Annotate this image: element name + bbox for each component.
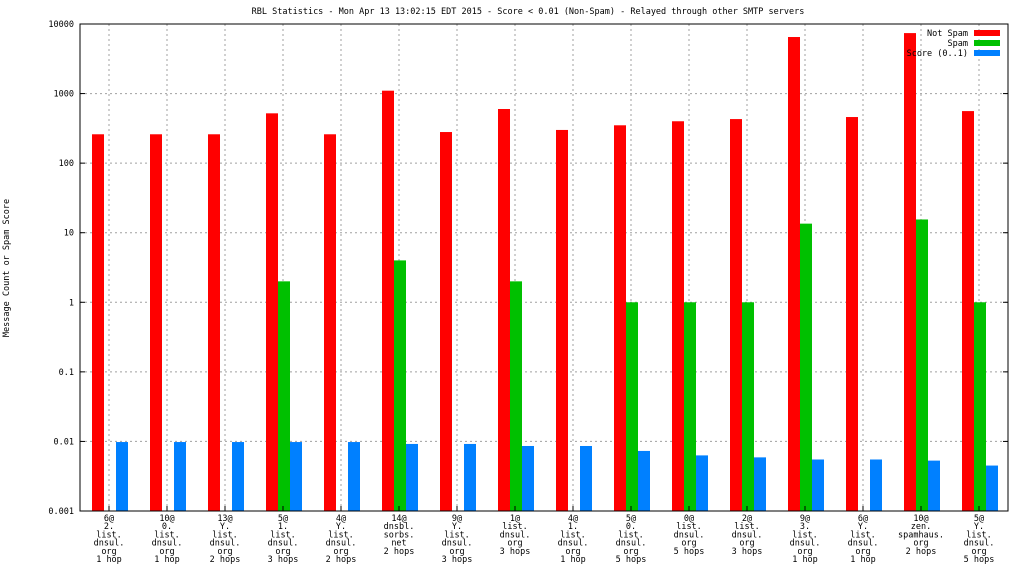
bar-score-0-1 — [580, 445, 592, 511]
bar-score-0-1 — [928, 460, 940, 511]
bars — [92, 33, 998, 512]
y-axis-ticks: 0.001 0.01 0.1 1 10 100 1000 10000 — [48, 20, 1008, 517]
x-tick-label: 9@ 3. list. dnsul. org 1 hop — [790, 514, 821, 565]
bar-not-spam — [730, 119, 742, 512]
bar-score-0-1 — [348, 442, 360, 511]
bar-not-spam — [382, 90, 394, 511]
bar-score-0-1 — [522, 445, 534, 511]
chart-title: RBL Statistics - Mon Apr 13 13:02:15 EDT… — [252, 7, 805, 17]
bar-spam — [684, 302, 696, 511]
x-tick-label: 10@ zen. spamhaus. org 2 hops — [898, 514, 944, 557]
bar-not-spam — [788, 37, 800, 512]
bar-score-0-1 — [754, 457, 766, 511]
legend-label: Score (0..1) — [907, 49, 968, 59]
bar-score-0-1 — [290, 442, 302, 511]
legend-swatch — [974, 30, 1000, 36]
x-tick-label: 5@ Y. list. dnsul. org 5 hops — [964, 514, 995, 565]
bar-score-0-1 — [870, 459, 882, 511]
bar-not-spam — [150, 134, 162, 511]
bar-score-0-1 — [406, 443, 418, 511]
bar-score-0-1 — [116, 442, 128, 511]
bar-spam — [278, 281, 290, 511]
bar-score-0-1 — [464, 443, 476, 511]
y-tick-label: 0.001 — [48, 507, 74, 517]
bar-not-spam — [904, 33, 916, 511]
bar-not-spam — [324, 134, 336, 511]
y-tick-label: 0.01 — [54, 437, 74, 447]
bar-score-0-1 — [174, 442, 186, 511]
bar-not-spam — [92, 134, 104, 511]
x-tick-label: 9@ Y. list. dnsul. org 3 hops — [442, 514, 473, 565]
bar-score-0-1 — [638, 450, 650, 511]
x-tick-label: 6@ 2. list. dnsul. org 1 hop — [94, 514, 125, 565]
bar-not-spam — [962, 111, 974, 512]
x-tick-label: 1@ list. dnsul. org 3 hops — [500, 514, 531, 557]
x-tick-label: 4@ Y. list. dnsul. org 2 hops — [326, 514, 357, 565]
x-tick-label: 4@ 1. list. dnsul. org 1 hop — [558, 514, 589, 565]
legend-label: Spam — [948, 39, 968, 49]
y-tick-label: 10 — [64, 229, 74, 239]
bar-score-0-1 — [986, 465, 998, 511]
bar-not-spam — [614, 125, 626, 512]
bar-not-spam — [208, 134, 220, 511]
y-tick-label: 100 — [59, 159, 74, 169]
bar-spam — [626, 302, 638, 511]
bar-score-0-1 — [812, 459, 824, 511]
bar-spam — [742, 302, 754, 511]
bar-not-spam — [498, 109, 510, 511]
y-tick-label: 10000 — [48, 20, 74, 30]
bar-not-spam — [556, 129, 568, 511]
bar-not-spam — [266, 113, 278, 512]
x-tick-label: 6@ Y. list. dnsul. org 1 hop — [848, 514, 879, 565]
y-axis-label: Message Count or Spam Score — [2, 199, 12, 337]
y-tick-label: 0.1 — [59, 368, 74, 378]
bar-not-spam — [846, 117, 858, 512]
bar-score-0-1 — [232, 442, 244, 511]
bar-spam — [916, 219, 928, 511]
bar-spam — [974, 302, 986, 511]
plot-border — [79, 23, 1009, 512]
x-tick-label: 14@ dnsbl. sorbs. net 2 hops — [384, 514, 415, 557]
x-tick-label: 5@ 1. list. dnsul. org 3 hops — [268, 514, 299, 565]
bar-spam — [800, 223, 812, 511]
legend-swatch — [974, 40, 1000, 46]
x-axis-labels: 6@ 2. list. dnsul. org 1 hop 10@ 0. list. dnsul. o… — [94, 506, 995, 565]
legend-label: Not Spam — [927, 29, 968, 39]
x-tick-label: 13@ Y. list. dnsul. org 2 hops — [210, 514, 241, 565]
bar-spam — [510, 281, 522, 511]
x-tick-label: 10@ 0. list. dnsul. org 1 hop — [152, 514, 183, 565]
legend-swatch — [974, 50, 1000, 56]
x-tick-label: 2@ list. dnsul. org 3 hops — [732, 514, 763, 557]
bar-not-spam — [672, 121, 684, 511]
x-tick-label: 0@ list. dnsul. org 5 hops — [674, 514, 705, 557]
bar-score-0-1 — [696, 455, 708, 511]
y-tick-label: 1000 — [54, 90, 74, 100]
bar-not-spam — [440, 132, 452, 511]
y-tick-label: 1 — [69, 298, 74, 308]
bar-spam — [394, 260, 406, 511]
x-tick-label: 5@ 0. list. dnsul. org 5 hops — [616, 514, 647, 565]
